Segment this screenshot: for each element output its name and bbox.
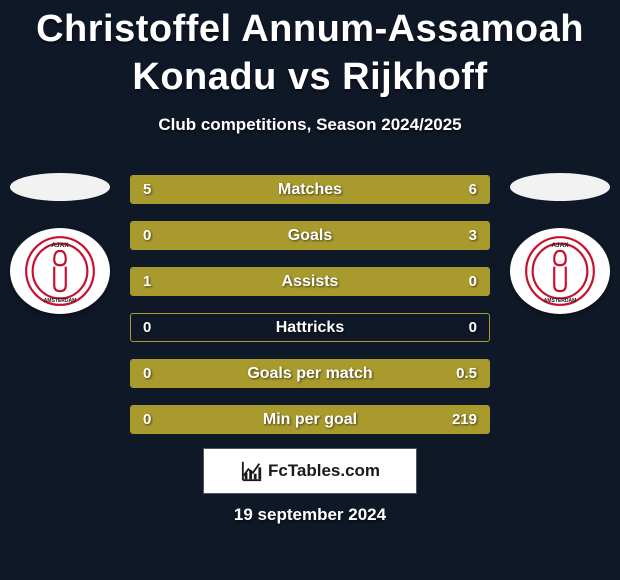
stat-fill-right — [294, 176, 489, 203]
stat-fill-left — [131, 268, 489, 295]
stat-value-right: 6 — [469, 176, 477, 203]
svg-text:AJAX: AJAX — [551, 242, 569, 249]
stat-value-left: 1 — [143, 268, 151, 295]
stat-value-right: 0 — [469, 314, 477, 341]
svg-text:AJAX: AJAX — [51, 242, 69, 249]
stat-fill-right — [131, 406, 489, 433]
stat-row: 0219Min per goal — [130, 405, 490, 434]
club-badge-left: AJAX AMSTERDAM — [10, 228, 110, 314]
brand-box: FcTables.com — [203, 448, 417, 494]
stats-container: 56Matches03Goals10Assists00Hattricks00.5… — [130, 175, 490, 451]
date-text: 19 september 2024 — [0, 505, 620, 525]
stat-value-left: 0 — [143, 360, 151, 387]
club-badge-right: AJAX AMSTERDAM — [510, 228, 610, 314]
svg-text:AMSTERDAM: AMSTERDAM — [44, 298, 77, 304]
chart-icon — [240, 460, 264, 482]
stat-value-right: 0 — [469, 268, 477, 295]
stat-value-left: 0 — [143, 314, 151, 341]
stat-value-left: 5 — [143, 176, 151, 203]
stat-fill-right — [131, 222, 489, 249]
country-flag-right — [510, 173, 610, 201]
brand-text: FcTables.com — [268, 461, 380, 481]
stat-fill-right — [131, 360, 489, 387]
stat-row: 00.5Goals per match — [130, 359, 490, 388]
ajax-icon: AJAX AMSTERDAM — [19, 235, 101, 307]
ajax-icon: AJAX AMSTERDAM — [519, 235, 601, 307]
page-title: Christoffel Annum-Assamoah Konadu vs Rij… — [0, 0, 620, 101]
stat-fill-left — [131, 176, 294, 203]
stat-value-left: 0 — [143, 406, 151, 433]
country-flag-left — [10, 173, 110, 201]
stat-value-right: 219 — [452, 406, 477, 433]
stat-row: 0 0Hattricks — [130, 313, 490, 342]
stat-value-right: 3 — [469, 222, 477, 249]
stat-label: Hattricks — [131, 314, 489, 341]
subtitle: Club competitions, Season 2024/2025 — [0, 115, 620, 135]
stat-row: 56Matches — [130, 175, 490, 204]
stat-row: 03Goals — [130, 221, 490, 250]
stat-row: 10Assists — [130, 267, 490, 296]
svg-text:AMSTERDAM: AMSTERDAM — [544, 298, 577, 304]
stat-value-left: 0 — [143, 222, 151, 249]
stat-value-right: 0.5 — [456, 360, 477, 387]
